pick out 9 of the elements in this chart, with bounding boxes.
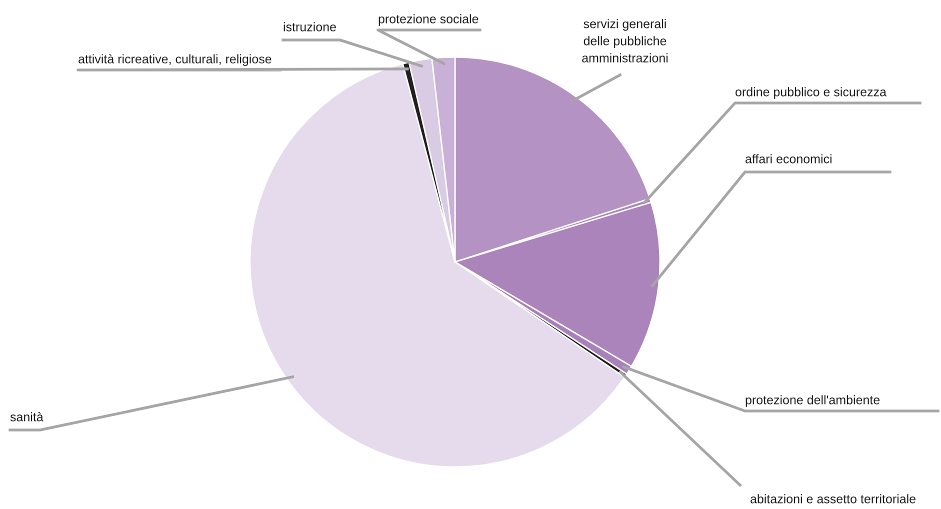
slice-label: attività ricreative, culturali, religiose [78,54,272,66]
slice-label: affari economici [746,154,832,164]
slice-label: servizi generali delle pubbliche amministrazioni [582,19,668,62]
slice-label: abitazioni e assetto territoriale [750,494,916,504]
slice-label: sanità [10,412,44,422]
slice-label: protezione dell'ambiente [746,395,880,407]
slice-label: ordine pubblico e sicurezza [736,87,886,99]
slice-label: protezione sociale [378,14,478,26]
slice-label: istruzione [284,22,336,32]
